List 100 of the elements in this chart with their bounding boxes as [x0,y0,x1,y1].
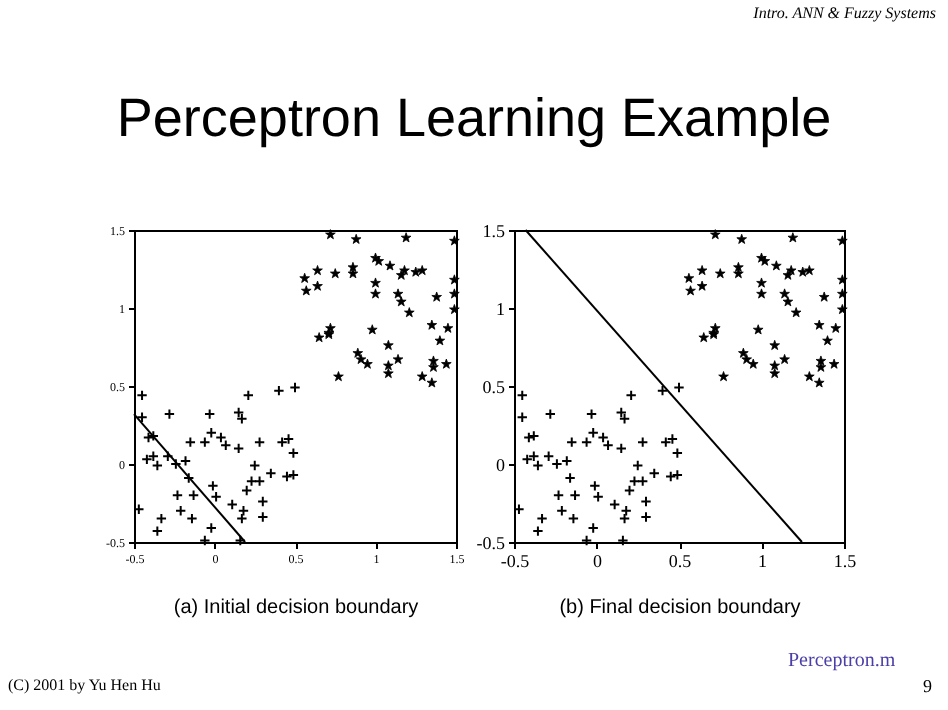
point [325,229,336,240]
point [237,505,250,517]
point [769,339,780,350]
point [383,368,394,379]
point [312,280,323,291]
point [370,277,381,288]
point [804,371,815,382]
point [426,319,438,330]
point [299,272,310,283]
point [179,455,192,467]
point [673,381,685,394]
point [210,491,222,503]
text: Perceptron.m [788,650,896,672]
point [384,260,396,271]
point [620,505,632,517]
point [184,436,197,448]
point [552,489,565,501]
point [637,436,649,448]
point [199,436,211,448]
point [257,495,269,508]
y-tick-label: 1.5 [482,221,506,241]
point [441,358,452,369]
point [355,353,367,365]
point [434,335,446,346]
point [253,436,266,448]
point [569,489,581,501]
point [236,413,248,425]
point [822,335,833,346]
point [756,277,767,288]
point [449,288,460,299]
point [226,498,238,511]
point [187,489,200,501]
text: 9 [923,676,932,696]
point [818,291,830,302]
point [287,469,300,481]
y-tick-label: 0 [496,455,506,475]
point [797,266,808,277]
point [253,475,266,487]
point [741,353,752,365]
point [333,371,344,382]
point [837,288,848,299]
text: Intro. ANN & Fuzzy Systems [753,4,936,22]
point [416,371,428,382]
point [718,371,729,382]
point [282,433,295,445]
point [738,347,749,358]
y-tick-label: 1 [496,299,505,319]
chart-title: Perceptron Learning Example [114,88,834,150]
point [431,291,442,302]
point [640,511,652,523]
point [203,408,216,420]
point [362,358,373,369]
point [580,436,593,448]
point [685,285,696,296]
point [756,288,767,299]
point [587,522,599,534]
point [814,377,825,388]
point [779,288,790,299]
point [449,274,460,285]
y-tick-label: -0.5 [476,533,506,553]
point [151,525,164,537]
point [383,360,394,371]
point [561,455,573,467]
point [232,406,245,419]
point [837,304,848,315]
point [666,433,679,445]
point [352,347,364,358]
point [710,229,721,240]
text: (C) 2001 by Yu Hen Hu [8,676,161,694]
point [400,232,412,243]
point [698,332,709,343]
point [779,353,790,365]
point [399,265,410,276]
point [602,439,614,451]
point [592,491,604,503]
point [748,358,759,369]
point [617,534,629,547]
point [830,322,841,333]
point [544,408,556,420]
y-tick-label: 0.5 [482,377,506,397]
point [736,233,747,244]
point [350,233,362,244]
point [162,450,174,462]
point [276,436,288,448]
point [170,458,182,470]
point [628,475,641,487]
point [347,268,359,279]
point [782,296,794,307]
point [370,288,381,299]
point [771,260,782,271]
point [301,285,312,296]
point [640,495,652,508]
point [837,235,848,246]
point [528,430,540,442]
point [769,360,780,371]
point [313,332,325,343]
point [183,472,195,484]
point [516,411,528,423]
point [556,505,568,517]
point [410,266,421,277]
